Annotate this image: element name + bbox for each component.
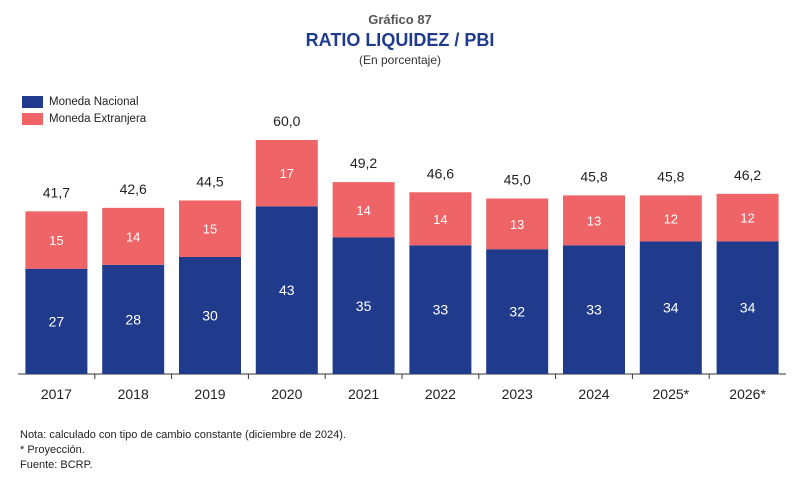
bar-nacional-2017 <box>25 268 88 374</box>
label-total-2020: 60,0 <box>273 113 300 129</box>
tick-label-2024: 2024 <box>578 386 609 402</box>
legend-label-extranjera: Moneda Extranjera <box>49 112 147 125</box>
bar-extranjera-2020 <box>255 140 318 207</box>
label-nacional-2023: 32 <box>509 304 525 320</box>
tick-label-2022: 2022 <box>425 386 456 402</box>
bar-nacional-2022 <box>409 245 472 374</box>
bar-extranjera-2024 <box>563 195 625 246</box>
label-extranjera-2018: 14 <box>126 229 140 244</box>
tick-label-2026*: 2026* <box>729 386 766 402</box>
label-nacional-2017: 27 <box>49 313 65 329</box>
label-extranjera-2021: 14 <box>356 203 370 218</box>
legend-swatch-nacional <box>22 95 43 108</box>
label-total-2019: 44,5 <box>196 173 223 189</box>
bar-nacional-2025* <box>639 241 702 374</box>
tick-label-2025*: 2025* <box>653 386 690 402</box>
bar-nacional-2023 <box>486 249 549 374</box>
bar-nacional-2021 <box>332 237 395 374</box>
label-total-2023: 45,0 <box>504 172 531 188</box>
legend-item-nacional: Moneda Nacional <box>22 93 146 110</box>
label-extranjera-2024: 13 <box>587 213 601 228</box>
tick-label-2017: 2017 <box>41 386 72 402</box>
chart-kicker: Gráfico 87 <box>368 12 432 27</box>
legend: Moneda Nacional Moneda Extranjera <box>22 93 146 127</box>
label-total-2024: 45,8 <box>580 168 607 184</box>
label-nacional-2024: 33 <box>586 302 602 318</box>
label-extranjera-2017: 15 <box>49 233 63 248</box>
bar-extranjera-2023 <box>486 198 549 250</box>
bar-nacional-2018 <box>102 264 165 374</box>
legend-swatch-extranjera <box>22 112 43 125</box>
note-projection: * Proyección. <box>20 444 85 456</box>
label-extranjera-2019: 15 <box>203 222 217 237</box>
chart-title: RATIO LIQUIDEZ / PBI <box>305 30 495 50</box>
bar-extranjera-2019 <box>179 200 241 257</box>
label-extranjera-2025*: 12 <box>664 211 678 226</box>
note-method: Nota: calculado con tipo de cambio const… <box>20 429 346 441</box>
label-nacional-2020: 43 <box>279 282 295 298</box>
bar-extranjera-2025* <box>639 195 702 242</box>
bar-nacional-2019 <box>179 257 241 374</box>
notes: Nota: calculado con tipo de cambio const… <box>20 428 346 473</box>
label-extranjera-2023: 13 <box>510 217 524 232</box>
bar-extranjera-2021 <box>332 182 395 238</box>
label-total-2022: 46,6 <box>427 165 454 181</box>
tick-label-2019: 2019 <box>194 386 225 402</box>
label-extranjera-2022: 14 <box>433 212 447 227</box>
bar-extranjera-2017 <box>25 211 88 269</box>
label-nacional-2025*: 34 <box>663 300 679 316</box>
note-source: Fuente: BCRP. <box>20 459 93 471</box>
label-nacional-2021: 35 <box>356 298 372 314</box>
label-total-2018: 42,6 <box>120 181 147 197</box>
legend-label-nacional: Moneda Nacional <box>49 95 139 108</box>
legend-item-extranjera: Moneda Extranjera <box>22 110 146 127</box>
bar-nacional-2026* <box>716 241 779 374</box>
chart-subtitle: (En porcentaje) <box>358 53 442 67</box>
bar-extranjera-2022 <box>409 192 472 246</box>
label-total-2021: 49,2 <box>350 155 377 171</box>
label-total-2025*: 45,8 <box>657 168 684 184</box>
tick-label-2020: 2020 <box>271 386 302 402</box>
label-extranjera-2020: 17 <box>280 166 294 181</box>
bar-extranjera-2018 <box>102 207 165 265</box>
tick-label-2023: 2023 <box>502 386 533 402</box>
label-extranjera-2026*: 12 <box>740 211 754 226</box>
bar-extranjera-2026* <box>716 193 779 242</box>
label-nacional-2026*: 34 <box>740 300 756 316</box>
tick-label-2018: 2018 <box>118 386 149 402</box>
bar-nacional-2020 <box>255 206 318 374</box>
label-nacional-2022: 33 <box>433 302 449 318</box>
label-total-2017: 41,7 <box>43 184 70 200</box>
tick-label-2021: 2021 <box>348 386 379 402</box>
label-total-2026*: 46,2 <box>734 167 761 183</box>
bar-nacional-2024 <box>563 245 625 374</box>
label-nacional-2018: 28 <box>125 311 141 327</box>
label-nacional-2019: 30 <box>202 308 218 324</box>
